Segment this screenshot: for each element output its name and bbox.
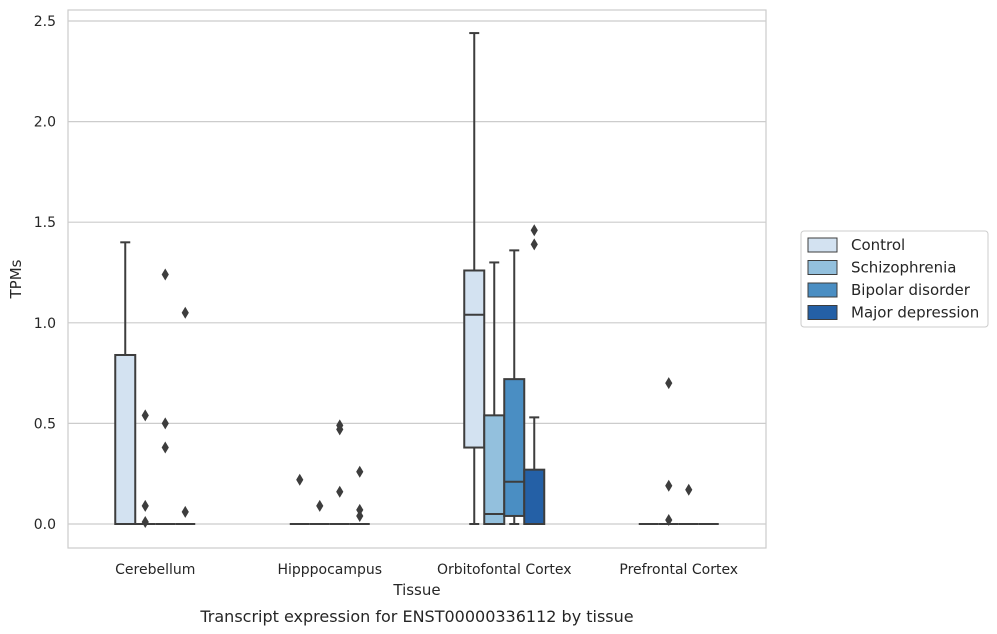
y-axis-label: TPMs [7,259,25,299]
box-control [114,241,137,525]
box-schizophrenia [658,377,679,526]
outlier-point [316,499,324,512]
box-bipolar-disorder [503,249,526,525]
outlier-point [141,499,149,512]
x-tick-label: Hipppocampus [277,562,382,578]
x-axis-label: Tissue [392,581,440,599]
box-schizophrenia [309,499,330,525]
outlier-point [665,377,673,390]
chart-caption: Transcript expression for ENST0000033611… [199,607,633,626]
box-major-depression [349,465,370,525]
outlier-point [356,465,364,478]
box-body [503,378,526,517]
box-schizophrenia [483,261,506,525]
outlier-point [161,268,169,281]
outlier-point [296,473,304,486]
outlier-point [181,306,189,319]
outlier-point [141,409,149,422]
outlier-point [161,417,169,430]
box-schizophrenia [135,409,156,528]
outlier-point [161,441,169,454]
legend-swatch [807,237,838,253]
legend-label: Control [851,236,905,254]
box-body [114,353,137,525]
plot-frame [67,9,767,549]
y-tick-label: 0.5 [34,416,56,432]
outlier-point [685,483,693,496]
y-tick-label: 1.5 [34,215,56,231]
legend-swatch [807,282,838,298]
outlier-point [336,423,344,436]
outlier-point [181,505,189,518]
box-major-depression [523,224,546,525]
box-bipolar-disorder [678,483,699,525]
boxes [114,32,719,528]
box-body [523,468,546,525]
legend: Control Schizophrenia Bipolar disorder Majo… [800,230,989,328]
legend-label: Schizophrenia [851,259,956,277]
box-control [463,32,486,525]
outlier-point [336,485,344,498]
legend-frame [800,230,989,328]
legend-label: Bipolar disorder [851,281,971,299]
y-tick-label: 2.5 [34,14,56,30]
outlier-point [356,509,364,522]
outlier-point [530,224,538,237]
box-major-depression [175,306,196,525]
outlier-point [665,479,673,492]
x-tick-label: Orbitofontal Cortex [437,562,572,578]
outlier-point [141,515,149,528]
legend-label: Major depression [851,304,979,322]
y-ticks: 0.0 0.5 1.0 1.5 2.0 2.5 [34,14,56,533]
x-tick-label: Prefrontal Cortex [619,562,738,578]
box-bipolar-disorder [155,268,176,525]
y-tick-label: 2.0 [34,115,56,131]
box-control [289,473,310,525]
box-bipolar-disorder [329,419,350,525]
box-body [483,414,506,525]
outlier-point [356,503,364,516]
legend-swatch [807,260,838,275]
y-tick-label: 1.0 [34,316,56,332]
x-ticks: Cerebellum Hipppocampus Orbitofontal Corte… [115,562,738,578]
box-body [463,269,486,449]
grid [68,20,766,525]
outlier-point [530,238,538,251]
y-tick-label: 0.0 [34,517,56,533]
outlier-point [665,513,673,526]
legend-swatch [807,305,838,320]
x-tick-label: Cerebellum [115,562,195,578]
